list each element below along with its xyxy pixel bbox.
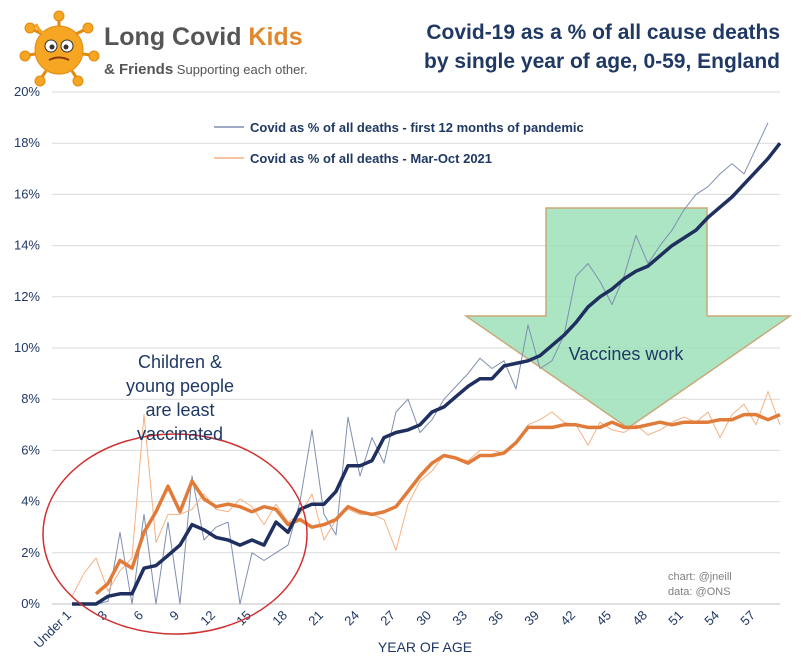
y-tick-label: 8% xyxy=(21,391,40,406)
x-tick-label: 27 xyxy=(377,608,398,629)
x-tick-label: 15 xyxy=(233,608,254,629)
chart-title-line1: Covid-19 as a % of all cause deaths xyxy=(426,21,780,44)
legend-entry: Covid as % of all deaths - first 12 mont… xyxy=(250,120,584,135)
y-tick-label: 0% xyxy=(21,596,40,611)
children-annotation-line: vaccinated xyxy=(137,424,223,444)
chart-title: Covid-19 as a % of all cause deaths by s… xyxy=(424,18,780,76)
logo: Long Covid Kids & Friends Supporting eac… xyxy=(18,8,318,88)
x-tick-label: 33 xyxy=(449,608,470,629)
x-tick-label: 51 xyxy=(665,608,686,629)
x-tick-label: Under 1 xyxy=(31,608,74,651)
x-tick-label: 30 xyxy=(413,608,434,629)
x-tick-label: 57 xyxy=(737,608,758,629)
x-tick-label: 48 xyxy=(629,608,650,629)
y-tick-label: 16% xyxy=(14,186,40,201)
credit-data: data: @ONS xyxy=(668,586,731,598)
children-annotation-line: young people xyxy=(126,376,234,396)
series-line-1 xyxy=(72,122,769,605)
x-tick-label: 12 xyxy=(197,608,218,629)
x-tick-label: 24 xyxy=(341,608,362,629)
logo-title: Long Covid Kids xyxy=(104,23,303,51)
x-tick-label: 54 xyxy=(701,608,722,629)
children-annotation-line: Children & xyxy=(138,352,222,372)
credits: chart: @jneill data: @ONS xyxy=(668,570,732,600)
y-tick-label: 20% xyxy=(14,84,40,99)
x-tick-label: 42 xyxy=(557,608,578,629)
children-annotation-line: are least xyxy=(145,400,214,420)
y-tick-label: 12% xyxy=(14,289,40,304)
y-tick-label: 14% xyxy=(14,238,40,253)
series-line-3 xyxy=(71,391,781,597)
x-axis-label: YEAR OF AGE xyxy=(378,639,472,655)
y-tick-label: 2% xyxy=(21,545,40,560)
chart-title-line2: by single year of age, 0-59, England xyxy=(424,50,780,73)
virus-mascot-icon xyxy=(19,10,100,87)
x-tick-label: 45 xyxy=(593,608,614,629)
vaccines-arrow xyxy=(463,207,793,429)
vaccines-label: Vaccines work xyxy=(569,344,685,364)
x-tick-label: 9 xyxy=(166,608,182,624)
x-tick-label: 39 xyxy=(521,608,542,629)
x-tick-label: 18 xyxy=(269,608,290,629)
legend-entry: Covid as % of all deaths - Mar-Oct 2021 xyxy=(250,151,492,166)
x-tick-label: 21 xyxy=(305,608,326,629)
series-line-4 xyxy=(94,412,781,596)
children-highlight-ellipse xyxy=(42,433,308,635)
logo-subtitle: & Friends Supporting each other. xyxy=(104,61,308,78)
x-tick-label: 36 xyxy=(485,608,506,629)
series-line-2 xyxy=(72,142,782,606)
y-tick-label: 10% xyxy=(14,340,40,355)
y-tick-label: 6% xyxy=(21,442,40,457)
credit-chart: chart: @jneill xyxy=(668,571,732,583)
y-tick-label: 18% xyxy=(14,135,40,150)
x-tick-label: 6 xyxy=(130,608,146,624)
y-tick-label: 4% xyxy=(21,494,40,509)
